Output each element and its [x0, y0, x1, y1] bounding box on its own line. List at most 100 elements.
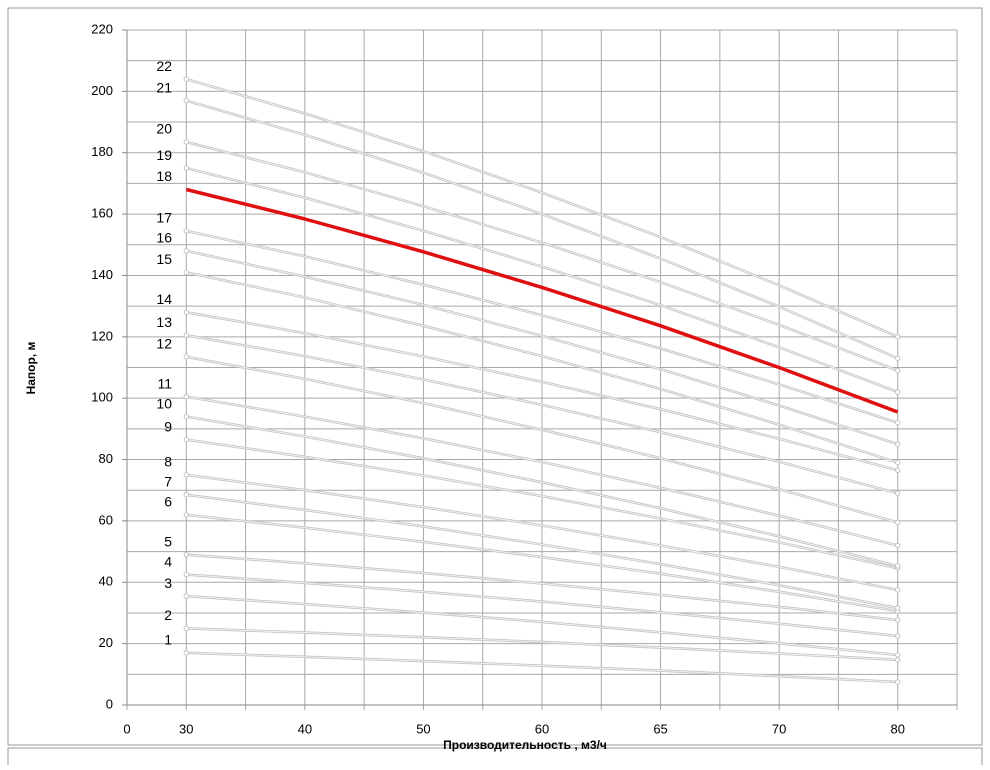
- series-label: 2: [164, 607, 172, 623]
- series-label: 21: [156, 79, 172, 95]
- marker: [895, 389, 901, 395]
- curve-highlight: [186, 78, 898, 338]
- curve-highlight: [186, 396, 898, 546]
- series-label: 22: [156, 58, 172, 74]
- marker: [183, 625, 189, 631]
- marker: [183, 571, 189, 578]
- series-label: 13: [156, 314, 172, 330]
- y-tick-label: 220: [91, 21, 113, 36]
- curve-highlight: [186, 141, 898, 372]
- series-label: 20: [156, 121, 172, 137]
- marker: [895, 605, 901, 611]
- x-tick-label: 65: [653, 721, 667, 736]
- series-label: 4: [164, 553, 172, 569]
- curve-highlight: [186, 416, 898, 567]
- marker: [183, 413, 189, 420]
- marker: [895, 367, 901, 374]
- marker: [183, 269, 189, 276]
- x-tick-label: 40: [298, 721, 312, 736]
- marker: [895, 441, 901, 447]
- y-tick-label: 40: [99, 574, 113, 589]
- marker: [895, 459, 901, 466]
- marker: [183, 332, 189, 338]
- series-label: 1: [164, 632, 172, 648]
- series-label: 6: [164, 493, 172, 509]
- series-label: 14: [156, 291, 172, 307]
- x-tick-label: 50: [416, 721, 430, 736]
- series-label: 17: [156, 210, 172, 226]
- y-tick-label: 120: [91, 328, 113, 343]
- series-label: 18: [156, 168, 172, 184]
- series-label: 10: [156, 395, 172, 411]
- curve-highlight: [186, 230, 898, 424]
- marker: [183, 76, 189, 82]
- series-label: 11: [157, 375, 172, 391]
- curve-highlight: [186, 574, 898, 637]
- y-tick-label: 140: [91, 267, 113, 282]
- series-label: 5: [164, 533, 172, 549]
- series-label: 3: [164, 575, 172, 591]
- marker: [183, 309, 189, 315]
- marker: [183, 551, 189, 558]
- marker: [895, 617, 901, 623]
- series-label: 16: [156, 230, 172, 246]
- marker: [895, 467, 901, 473]
- curve-highlight: [186, 100, 898, 359]
- curve-highlight: [186, 311, 898, 471]
- marker: [895, 490, 901, 496]
- marker: [895, 652, 901, 658]
- marker: [183, 650, 189, 656]
- curve-highlight: [186, 356, 898, 523]
- series-label: 19: [156, 147, 172, 163]
- y-tick-label: 0: [106, 696, 113, 711]
- marker: [183, 248, 189, 254]
- marker: [183, 165, 189, 171]
- curve-highlight: [186, 554, 898, 621]
- curve-highlight: [186, 514, 898, 612]
- y-tick-label: 60: [99, 512, 113, 527]
- marker: [895, 355, 901, 361]
- series-label: 7: [164, 474, 172, 490]
- curve: [185, 187, 899, 414]
- marker: [183, 393, 189, 400]
- marker: [895, 679, 901, 685]
- x-tick-label: 0: [123, 721, 130, 736]
- marker: [183, 354, 189, 360]
- marker: [895, 563, 901, 569]
- curve-highlight: [186, 652, 898, 683]
- marker: [895, 587, 901, 593]
- y-tick-label: 80: [99, 451, 113, 466]
- y-tick-label: 20: [99, 635, 113, 650]
- curve-highlight: [186, 250, 898, 445]
- series-label: 15: [156, 251, 172, 267]
- marker: [895, 542, 901, 549]
- marker: [183, 436, 189, 443]
- marker: [895, 657, 901, 663]
- y-tick-label: 200: [91, 83, 113, 98]
- series-label: 12: [156, 335, 172, 351]
- marker: [183, 97, 189, 104]
- x-tick-label: 60: [535, 721, 549, 736]
- x-tick-label: 70: [772, 721, 786, 736]
- x-tick-label: 80: [890, 721, 904, 736]
- series-label: 9: [164, 418, 172, 434]
- curve-highlight: [186, 271, 898, 464]
- series-label: 8: [164, 454, 172, 470]
- x-tick-label: 30: [179, 721, 193, 736]
- y-tick-label: 100: [91, 390, 113, 405]
- curve-highlight: [186, 494, 898, 609]
- curve-highlight: [186, 474, 898, 591]
- x-axis-title: Производительность , м3/ч: [443, 738, 607, 752]
- curve-highlight: [186, 334, 898, 494]
- y-tick-label: 180: [91, 144, 113, 159]
- marker: [895, 334, 901, 340]
- marker: [895, 519, 901, 526]
- y-tick-label: 160: [91, 206, 113, 221]
- marker: [183, 512, 189, 518]
- curve-highlight: [186, 167, 898, 393]
- curve-highlight: [186, 439, 898, 569]
- marker: [895, 420, 901, 426]
- curve-highlight: [186, 595, 898, 656]
- curve-highlight: [186, 627, 898, 661]
